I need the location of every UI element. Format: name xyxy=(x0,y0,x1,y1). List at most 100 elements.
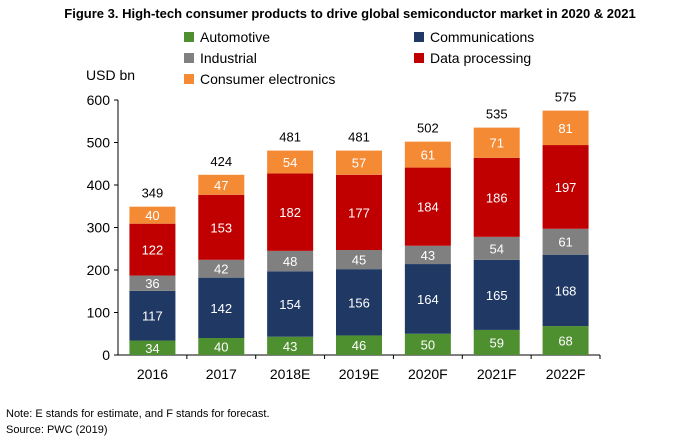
bar-segment-automotive xyxy=(404,333,451,355)
bar-segment-consumer-electronics xyxy=(473,127,520,158)
data-label-industrial: 61 xyxy=(558,235,572,250)
data-label-industrial: 42 xyxy=(214,262,228,277)
x-tick-label: 2022F xyxy=(546,366,586,382)
bar-segment-communications xyxy=(267,271,314,337)
bar-segment-automotive xyxy=(473,329,520,355)
x-tick-label: 2018E xyxy=(270,366,310,382)
x-tick-label: 2017 xyxy=(206,366,237,382)
x-tick-label: 2016 xyxy=(137,366,168,382)
bar-segment-communications xyxy=(336,269,382,336)
y-tick-label: 400 xyxy=(87,177,111,193)
total-label: 535 xyxy=(486,107,508,122)
note-text: Note: E stands for estimate, and F stand… xyxy=(6,408,270,420)
data-label-data-processing: 182 xyxy=(279,205,301,220)
bar-segment-industrial xyxy=(336,250,382,270)
data-label-communications: 164 xyxy=(417,292,439,307)
y-tick-label: 500 xyxy=(87,135,111,151)
legend-label-automotive: Automotive xyxy=(200,29,271,45)
legend-label-industrial: Industrial xyxy=(200,50,257,66)
data-label-data-processing: 184 xyxy=(417,200,439,215)
bar-segment-communications xyxy=(542,254,589,327)
total-label: 502 xyxy=(417,121,439,136)
data-label-data-processing: 122 xyxy=(142,243,164,258)
x-tick-label: 2021F xyxy=(477,366,517,382)
data-label-industrial: 43 xyxy=(421,248,435,263)
y-tick-label: 100 xyxy=(87,305,111,321)
data-label-communications: 168 xyxy=(555,283,577,298)
legend-swatch-consumer-electronics xyxy=(184,74,194,84)
bar-segment-industrial xyxy=(267,250,314,272)
bar-segment-automotive xyxy=(129,340,176,355)
data-label-communications: 154 xyxy=(279,297,301,312)
legend-item-industrial: Industrial xyxy=(184,50,257,66)
data-label-automotive: 59 xyxy=(489,335,503,350)
bar-segment-automotive xyxy=(198,338,245,355)
bar-segment-data-processing xyxy=(336,174,382,251)
total-label: 575 xyxy=(555,90,577,105)
data-label-consumer-electronics: 61 xyxy=(421,148,435,163)
bar-segment-consumer-electronics xyxy=(129,206,176,224)
data-label-data-processing: 153 xyxy=(210,220,232,235)
data-label-industrial: 36 xyxy=(145,276,159,291)
y-tick-label: 600 xyxy=(87,92,111,108)
bar-segment-communications xyxy=(129,290,176,341)
data-label-communications: 165 xyxy=(486,288,508,303)
total-label: 424 xyxy=(210,154,232,169)
y-tick-label: 0 xyxy=(102,347,110,363)
bar-segment-automotive xyxy=(336,335,382,355)
bar-segment-communications xyxy=(404,264,451,334)
bar-segment-consumer-electronics xyxy=(267,150,314,174)
y-axis-unit-label: USD bn xyxy=(86,67,136,83)
bar-segment-communications xyxy=(473,259,520,330)
bar-segment-communications xyxy=(198,277,245,338)
data-label-consumer-electronics: 81 xyxy=(558,121,572,136)
data-label-industrial: 45 xyxy=(352,253,366,268)
bar-segment-industrial xyxy=(473,236,520,260)
data-label-communications: 142 xyxy=(210,301,232,316)
data-label-consumer-electronics: 57 xyxy=(352,156,366,171)
x-tick-label: 2020F xyxy=(408,366,448,382)
bar-segment-data-processing xyxy=(542,145,589,229)
legend-swatch-automotive xyxy=(184,32,194,42)
legend-swatch-communications xyxy=(414,32,424,42)
data-label-automotive: 68 xyxy=(558,334,572,349)
legend-swatch-data-processing xyxy=(414,53,424,63)
data-label-automotive: 40 xyxy=(214,340,228,355)
bar-segment-consumer-electronics xyxy=(198,174,245,195)
legend-item-data-processing: Data processing xyxy=(414,50,531,66)
chart-title: Figure 3. High-tech consumer products to… xyxy=(64,6,636,21)
legend-label-data-processing: Data processing xyxy=(430,50,532,66)
data-label-communications: 117 xyxy=(142,309,163,324)
total-label: 481 xyxy=(348,130,370,145)
bar-segment-data-processing xyxy=(473,157,520,237)
bar-segment-industrial xyxy=(129,275,176,291)
data-label-consumer-electronics: 54 xyxy=(283,155,297,170)
y-tick-label: 300 xyxy=(87,220,111,236)
x-tick-label: 2019E xyxy=(339,366,379,382)
bar-segment-data-processing xyxy=(129,223,176,276)
bar-segment-consumer-electronics xyxy=(404,141,451,168)
bar-segment-industrial xyxy=(198,259,245,278)
bar-segment-data-processing xyxy=(404,167,451,246)
data-label-communications: 156 xyxy=(348,295,370,310)
data-label-consumer-electronics: 40 xyxy=(145,208,159,223)
data-label-automotive: 34 xyxy=(145,341,159,356)
bar-segment-consumer-electronics xyxy=(336,150,382,175)
legend-item-consumer-electronics: Consumer electronics xyxy=(184,71,335,87)
data-label-industrial: 54 xyxy=(489,241,503,256)
data-label-automotive: 46 xyxy=(352,338,366,353)
bar-segment-industrial xyxy=(404,245,451,265)
bar-segment-consumer-electronics xyxy=(542,110,589,146)
total-label: 481 xyxy=(279,130,301,145)
total-label: 349 xyxy=(142,186,164,201)
bar-segment-data-processing xyxy=(267,173,314,251)
legend-label-communications: Communications xyxy=(430,29,535,45)
legend-item-automotive: Automotive xyxy=(184,29,270,45)
data-label-consumer-electronics: 47 xyxy=(214,178,228,193)
data-label-industrial: 48 xyxy=(283,254,297,269)
data-label-data-processing: 197 xyxy=(555,180,577,195)
data-label-consumer-electronics: 71 xyxy=(489,136,503,151)
data-label-data-processing: 177 xyxy=(348,205,370,220)
bar-segment-industrial xyxy=(542,228,589,255)
